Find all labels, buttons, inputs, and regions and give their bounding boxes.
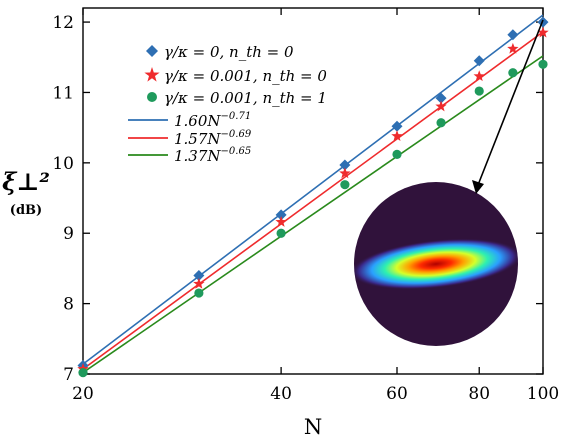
fit-line-1 bbox=[83, 14, 543, 365]
marker-series-1-point-6 bbox=[435, 92, 447, 104]
y-tick-label-5: 12 bbox=[52, 13, 74, 33]
legend-label-fit-2: 1.57N−0.69 bbox=[174, 129, 252, 148]
marker-series-3-point-2 bbox=[194, 288, 204, 298]
marker-series-2-point-6 bbox=[435, 100, 447, 112]
x-tick-label-3: 80 bbox=[468, 384, 490, 404]
y-tick-label-1: 8 bbox=[63, 295, 74, 315]
legend-marker-star bbox=[144, 67, 160, 82]
y-tick-label-3: 10 bbox=[52, 154, 74, 174]
fit-line-3 bbox=[83, 55, 543, 374]
legend-label-series-1: γ/κ = 0, n_th = 0 bbox=[164, 43, 294, 61]
fit-line-2 bbox=[83, 31, 543, 370]
marker-series-3-point-7 bbox=[474, 86, 484, 96]
y-axis-title: ξ⊥² bbox=[2, 167, 50, 196]
marker-series-2-point-5 bbox=[391, 130, 403, 141]
marker-series-3-point-6 bbox=[436, 118, 446, 128]
marker-series-3-point-1 bbox=[78, 367, 88, 378]
legend-label-fit-1: 1.60N−0.71 bbox=[174, 111, 251, 130]
fit-lines bbox=[83, 14, 543, 374]
arrowhead-icon bbox=[472, 180, 484, 194]
marker-series-3-point-5 bbox=[392, 149, 402, 159]
y-axis-unit: (dB) bbox=[10, 203, 42, 218]
marker-series-2-point-8 bbox=[507, 42, 519, 54]
legend-marker-diamond bbox=[146, 45, 158, 57]
marker-series-3-point-8 bbox=[508, 68, 518, 78]
marker-series-3-point-9 bbox=[538, 59, 548, 69]
marker-series-1-point-3 bbox=[275, 209, 287, 221]
x-tick-label-0: 20 bbox=[72, 384, 94, 404]
marker-series-2-point-9 bbox=[537, 26, 549, 38]
fit-1-exponent: −0.71 bbox=[221, 111, 252, 122]
fit-2-text: 1.57N bbox=[174, 130, 221, 148]
fit-3-exponent: −0.65 bbox=[221, 146, 252, 157]
marker-series-1-point-7 bbox=[473, 55, 485, 67]
inset-pointer-arrow bbox=[477, 19, 544, 186]
y-tick-label-0: 7 bbox=[63, 365, 74, 385]
inset-wigner-plot bbox=[354, 182, 518, 346]
tick-labels: 20 40 60 80 100 7 8 9 10 11 12 bbox=[52, 13, 559, 404]
marker-series-2-point-2 bbox=[193, 277, 205, 289]
data-markers bbox=[77, 16, 549, 378]
fit-3-text: 1.37N bbox=[174, 147, 221, 165]
fit-2-exponent: −0.69 bbox=[221, 129, 252, 140]
x-tick-label-4: 100 bbox=[527, 384, 559, 404]
fit-1-text: 1.60N bbox=[174, 112, 221, 130]
marker-series-1-point-5 bbox=[391, 120, 403, 132]
x-tick-label-1: 40 bbox=[270, 384, 292, 404]
marker-series-1-point-2 bbox=[193, 269, 205, 281]
y-tick-label-4: 11 bbox=[52, 83, 74, 103]
marker-series-2-point-3 bbox=[275, 215, 287, 227]
marker-series-2-point-7 bbox=[473, 70, 485, 82]
y-tick-label-2: 9 bbox=[63, 224, 74, 244]
legend-label-series-2: γ/κ = 0.001, n_th = 0 bbox=[164, 67, 327, 85]
legend-label-series-3: γ/κ = 0.001, n_th = 1 bbox=[164, 89, 327, 107]
x-tick-label-2: 60 bbox=[386, 384, 408, 404]
marker-series-3-point-3 bbox=[276, 228, 286, 238]
legend-marker-circle bbox=[147, 92, 157, 102]
legend-label-fit-3: 1.37N−0.65 bbox=[174, 146, 251, 165]
x-axis-title: N bbox=[304, 415, 322, 439]
plot-frame bbox=[82, 7, 544, 375]
marker-series-2-point-4 bbox=[339, 167, 351, 179]
inset-squeezed-blob bbox=[354, 238, 518, 290]
marker-series-1-point-4 bbox=[339, 159, 351, 171]
marker-series-1-point-8 bbox=[507, 29, 519, 41]
marker-series-3-point-4 bbox=[340, 180, 350, 190]
legend: γ/κ = 0, n_th = 0 γ/κ = 0.001, n_th = 0 … bbox=[128, 43, 327, 165]
